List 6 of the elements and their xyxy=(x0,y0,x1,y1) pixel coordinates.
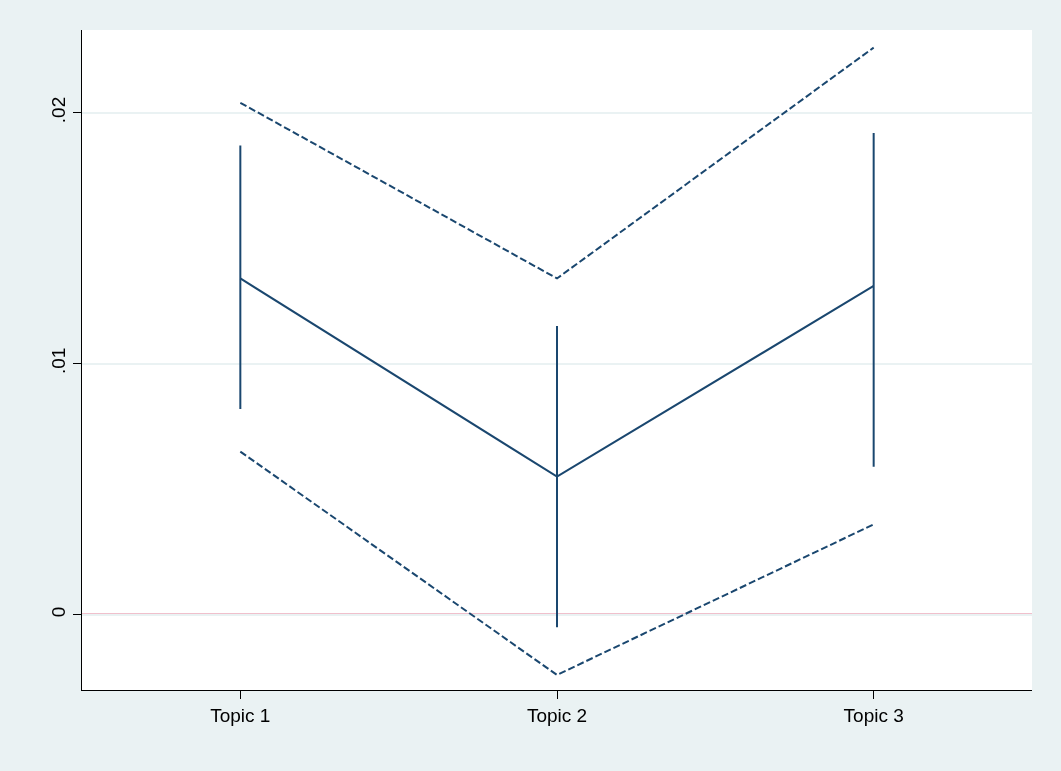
x-tick-label: Topic 1 xyxy=(210,704,271,726)
x-tick-label: Topic 3 xyxy=(843,704,904,726)
y-tick-label: .02 xyxy=(48,96,70,124)
y-tick-label: .01 xyxy=(48,347,70,375)
x-tick-label: Topic 2 xyxy=(526,704,588,726)
y-tick-label: 0 xyxy=(48,606,70,618)
